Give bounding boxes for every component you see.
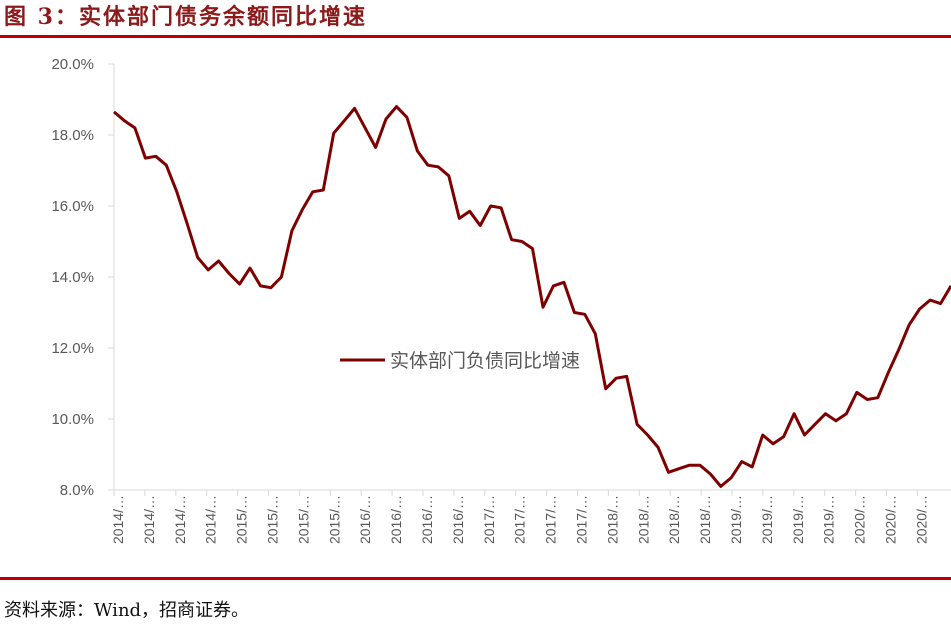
x-tick-labels: 2014/… 2014/… 2014/… 2014/… 2015/… 2015/… 2015… [110, 490, 929, 544]
y-tick-label: 18.0% [51, 127, 94, 144]
legend-label: 实体部门负债同比增速 [390, 350, 580, 372]
x-tick-label: 2019/… [728, 495, 744, 544]
title-divider [0, 35, 951, 38]
y-tick-label: 10.0% [51, 411, 94, 428]
y-tick-label: 20.0% [51, 56, 94, 73]
x-tick-label: 2019/… [759, 495, 775, 544]
x-tick-label: 2018/… [604, 495, 620, 544]
x-tick-label: 2019/… [821, 495, 837, 544]
x-tick-label: 2014/… [172, 495, 188, 544]
x-tick-label: 2014/… [203, 495, 219, 544]
x-tick-label: 2016/… [388, 495, 404, 544]
x-tick-label: 2017/… [481, 495, 497, 544]
x-tick-label: 2020/… [913, 495, 929, 544]
x-tick-label: 2017/… [512, 495, 528, 544]
x-tick-label: 2014/… [110, 495, 126, 544]
x-tick-label: 2017/… [543, 495, 559, 544]
x-tick-label: 2016/… [450, 495, 466, 544]
x-tick-label: 2015/… [265, 495, 281, 544]
source-divider [0, 577, 951, 580]
x-tick-label: 2018/… [635, 495, 651, 544]
y-tick-label: 12.0% [51, 340, 94, 357]
x-tick-label: 2017/… [574, 495, 590, 544]
series-line-debt-growth [113, 105, 951, 488]
line-chart: 20.0% 18.0% 16.0% 14.0% 12.0% 10.0% 8.0% 2014/… [51, 56, 951, 544]
legend: 实体部门负债同比增速 [340, 350, 580, 372]
x-tick-label: 2014/… [141, 495, 157, 544]
x-tick-label: 2019/… [790, 495, 806, 544]
y-tick-label: 16.0% [51, 198, 94, 215]
y-tick-label: 8.0% [60, 482, 94, 499]
x-tick-label: 2016/… [357, 495, 373, 544]
x-tick-label: 2015/… [234, 495, 250, 544]
x-tick-label: 2020/… [852, 495, 868, 544]
source-note: 资料来源：Wind，招商证券。 [4, 600, 250, 621]
x-tick-label: 2020/… [883, 495, 899, 544]
figure-title: 图 3：实体部门债务余额同比增速 [4, 4, 367, 30]
y-axis: 20.0% 18.0% 16.0% 14.0% 12.0% 10.0% 8.0% [51, 56, 115, 499]
x-tick-label: 2015/… [295, 495, 311, 544]
y-tick-labels: 20.0% 18.0% 16.0% 14.0% 12.0% 10.0% 8.0% [51, 56, 114, 499]
x-tick-label: 2015/… [326, 495, 342, 544]
x-tick-label: 2018/… [666, 495, 682, 544]
x-tick-label: 2018/… [697, 495, 713, 544]
y-tick-label: 14.0% [51, 269, 94, 286]
x-axis: 2014/… 2014/… 2014/… 2014/… 2015/… 2015/… 2015… [110, 489, 951, 544]
x-tick-label: 2016/… [419, 495, 435, 544]
